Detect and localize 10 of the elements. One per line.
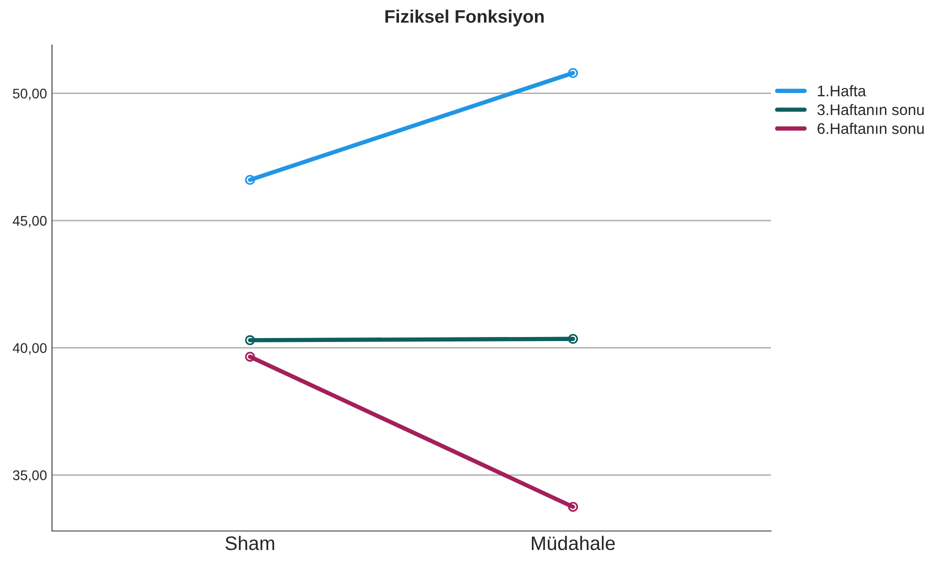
legend-label: 6.Haftanın sonu bbox=[818, 122, 924, 134]
legend-label: 3.Haftanın sonu bbox=[817, 104, 924, 116]
y-tick-label: 50,00 bbox=[12, 88, 47, 100]
x-tick-label: Sham bbox=[225, 536, 274, 550]
y-tick-label: 35,00 bbox=[12, 470, 47, 482]
chart-title: Fiziksel Fonksiyon bbox=[385, 10, 544, 26]
legend-label: 1.Hafta bbox=[818, 85, 866, 96]
y-tick-label: 45,00 bbox=[12, 216, 47, 228]
x-tick-label: Müdahale bbox=[532, 536, 615, 550]
y-tick-label: 40,00 bbox=[12, 343, 47, 355]
